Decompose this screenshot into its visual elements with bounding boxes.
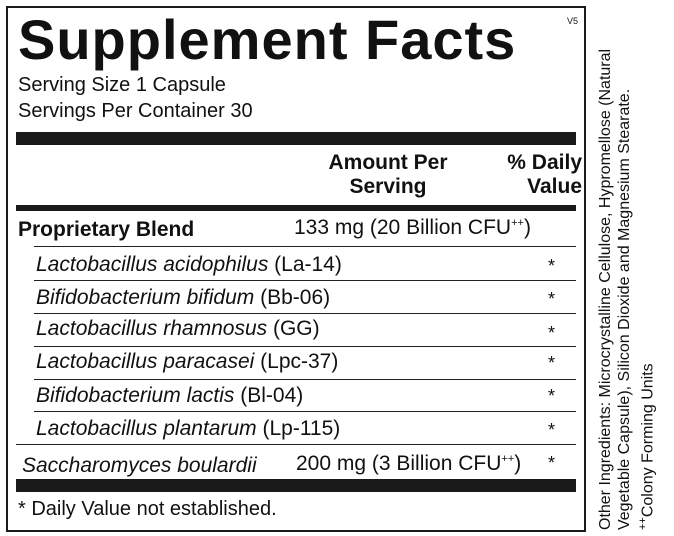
divider-thick-top <box>16 132 576 145</box>
row-divider <box>34 411 576 412</box>
strain-row: Lactobacillus plantarum (Lp-115) <box>36 417 341 440</box>
row-divider <box>34 280 576 281</box>
strain-row: Bifidobacterium bifidum (Bb-06) <box>36 286 331 309</box>
other-ingredients-text: Other Ingredients: Microcrystalline Cell… <box>596 10 657 530</box>
strain-row: Lactobacillus acidophilus (La-14) <box>36 253 342 276</box>
row-divider <box>34 246 576 247</box>
saccharomyces-name: Saccharomyces boulardii <box>22 454 257 477</box>
saccharomyces-dv: * <box>548 453 556 473</box>
divider-medium <box>16 205 576 211</box>
divider-thick-bottom <box>16 479 576 492</box>
version-label: V5 <box>566 16 578 26</box>
strain-row: Bifidobacterium lactis (Bl-04) <box>36 384 304 407</box>
blend-name: Proprietary Blend <box>18 218 195 241</box>
servings-per-container: Servings Per Container 30 <box>18 100 253 122</box>
strain-dv: * <box>548 353 556 373</box>
supplement-facts-panel: Supplement Facts V5 Serving Size 1 Capsu… <box>6 6 586 532</box>
strain-row: Lactobacillus paracasei (Lpc-37) <box>36 350 339 373</box>
blend-amount: 133 mg (20 Billion CFU++) <box>294 216 531 239</box>
panel-title: Supplement Facts <box>18 8 517 71</box>
row-divider <box>16 444 576 445</box>
cfu-note: ++Colony Forming Units <box>637 363 657 530</box>
strain-row: Lactobacillus rhamnosus (GG) <box>36 317 320 340</box>
row-divider <box>34 379 576 380</box>
strain-dv: * <box>548 289 556 309</box>
daily-value-header: % Daily Value <box>507 151 582 199</box>
strain-dv: * <box>548 420 556 440</box>
serving-size: Serving Size 1 Capsule <box>18 74 226 96</box>
row-divider <box>34 346 576 347</box>
strain-dv: * <box>548 256 556 276</box>
daily-value-footnote: * Daily Value not established. <box>18 498 277 520</box>
row-divider <box>34 313 576 314</box>
strain-dv: * <box>548 323 556 343</box>
strain-dv: * <box>548 386 556 406</box>
amount-per-serving-header: Amount Per Serving <box>328 151 448 199</box>
saccharomyces-amount: 200 mg (3 Billion CFU++) <box>296 452 522 475</box>
